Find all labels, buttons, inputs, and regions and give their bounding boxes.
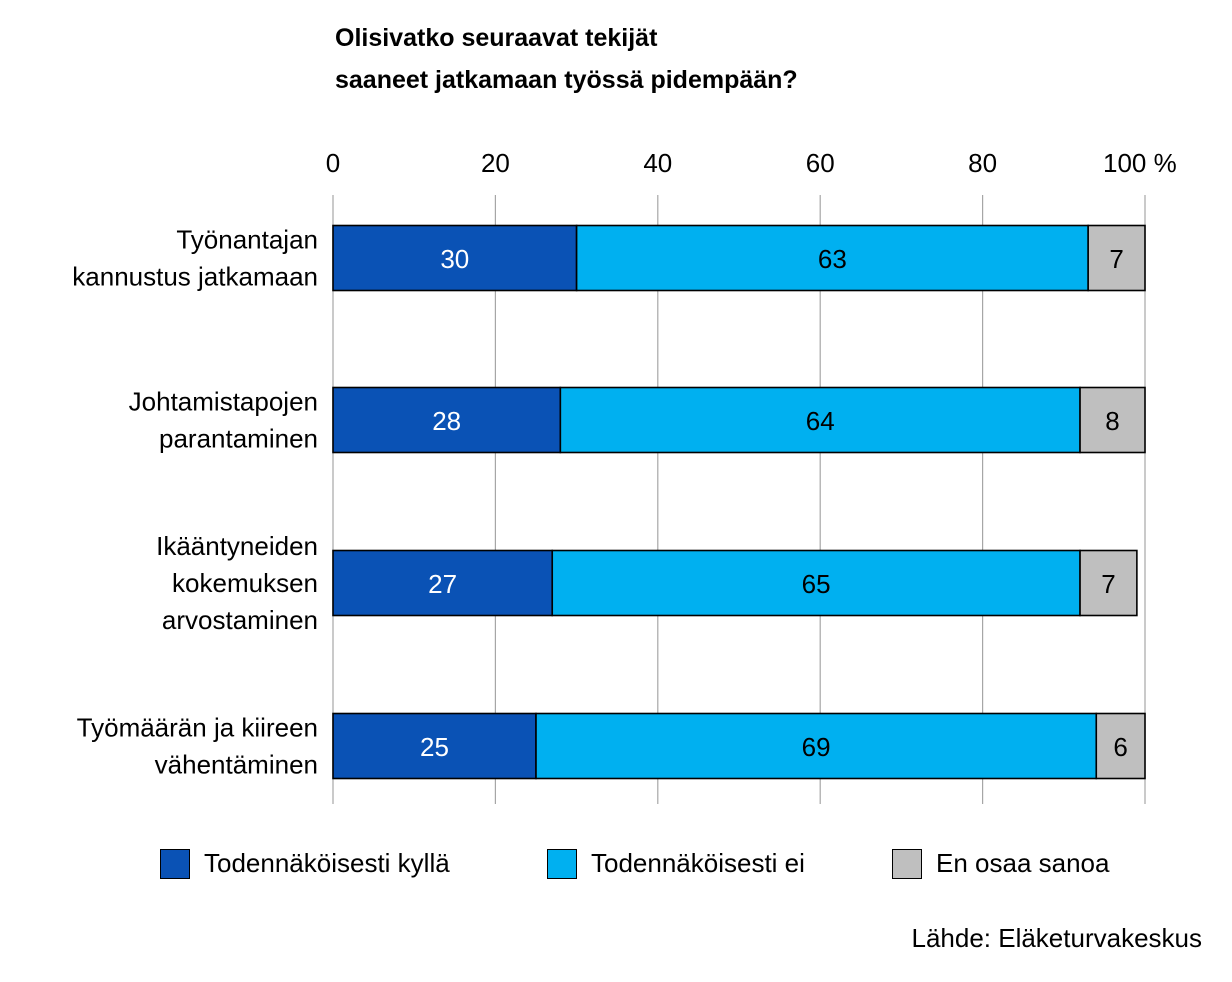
data-label: 7 xyxy=(1101,569,1115,599)
category-label-line: Työmäärän ja kiireen xyxy=(77,713,318,743)
x-tick-label: 20 xyxy=(481,148,510,178)
x-tick-label: 80 xyxy=(968,148,997,178)
data-label: 6 xyxy=(1113,732,1127,762)
category-label: Työnantajan kannustus jatkamaan xyxy=(72,225,318,292)
legend: Todennäköisesti kyllä Todennäköisesti ei… xyxy=(0,848,1232,888)
category-label: Johtamistapojen parantaminen xyxy=(129,387,318,454)
source-note: Lähde: Eläketurvakeskus xyxy=(911,923,1202,953)
data-label: 28 xyxy=(432,406,461,436)
legend-label-ei: Todennäköisesti ei xyxy=(591,848,805,878)
data-label: 63 xyxy=(818,244,847,274)
category-label-line: kokemuksen xyxy=(172,568,318,598)
data-labels: 30 63 7 28 64 8 27 65 7 25 69 6 xyxy=(420,244,1128,762)
category-label-line: arvostaminen xyxy=(162,605,318,635)
data-label: 65 xyxy=(802,569,831,599)
bar-segment xyxy=(1087,224,1146,292)
bar-segment xyxy=(559,386,1081,454)
x-tick-label: 0 xyxy=(326,148,340,178)
data-label: 64 xyxy=(806,406,835,436)
chart-title-line-2: saaneet jatkamaan työssä pidempään? xyxy=(335,66,798,94)
x-tick-label: 60 xyxy=(806,148,835,178)
category-label-line: kannustus jatkamaan xyxy=(72,262,318,292)
bar-segment xyxy=(535,712,1098,780)
data-label: 27 xyxy=(428,569,457,599)
gridlines xyxy=(332,195,1146,804)
bar-chart: 0 20 40 60 80 100 % Työnantajan kannustus jatk… xyxy=(72,148,1177,804)
data-label: 7 xyxy=(1109,244,1123,274)
data-label: 69 xyxy=(802,732,831,762)
bar-segment xyxy=(332,386,562,454)
legend-item-en-osaa: En osaa sanoa xyxy=(892,848,1109,879)
legend-item-ei: Todennäköisesti ei xyxy=(547,848,805,879)
data-label: 30 xyxy=(440,244,469,274)
bar-segment xyxy=(332,224,578,292)
legend-label-en-osaa: En osaa sanoa xyxy=(936,848,1110,878)
bar-segment xyxy=(1079,549,1138,617)
category-labels: Työnantajan kannustus jatkamaan Johtamista… xyxy=(72,225,318,780)
bar-segment xyxy=(1095,712,1146,780)
category-label-line: vähentäminen xyxy=(155,750,318,780)
legend-label-kylla: Todennäköisesti kyllä xyxy=(204,848,450,878)
category-label: Ikääntyneiden kokemuksen arvostaminen xyxy=(156,531,318,635)
legend-item-kylla: Todennäköisesti kyllä xyxy=(160,848,450,879)
bar-segment xyxy=(332,549,554,617)
category-label-line: parantaminen xyxy=(159,424,318,454)
data-label: 25 xyxy=(420,732,449,762)
chart-title-line-1: Olisivatko seuraavat tekijät xyxy=(335,24,658,52)
x-tick-label: 40 xyxy=(643,148,672,178)
x-tick-labels: 0 20 40 60 80 100 % xyxy=(326,148,1177,178)
category-label-line: Johtamistapojen xyxy=(129,387,318,417)
data-label: 8 xyxy=(1105,406,1119,436)
x-tick-label: 100 % xyxy=(1103,148,1177,178)
bar-segment xyxy=(575,224,1089,292)
legend-swatch-en-osaa xyxy=(892,848,922,879)
bars xyxy=(332,224,1146,780)
legend-swatch-ei xyxy=(547,848,577,879)
bar-segment xyxy=(332,712,537,780)
bar-segment xyxy=(1079,386,1146,454)
category-label-line: Ikääntyneiden xyxy=(156,531,318,561)
legend-swatch-kylla xyxy=(160,848,190,879)
category-label: Työmäärän ja kiireen vähentäminen xyxy=(77,713,318,780)
category-label-line: Työnantajan xyxy=(176,225,318,255)
